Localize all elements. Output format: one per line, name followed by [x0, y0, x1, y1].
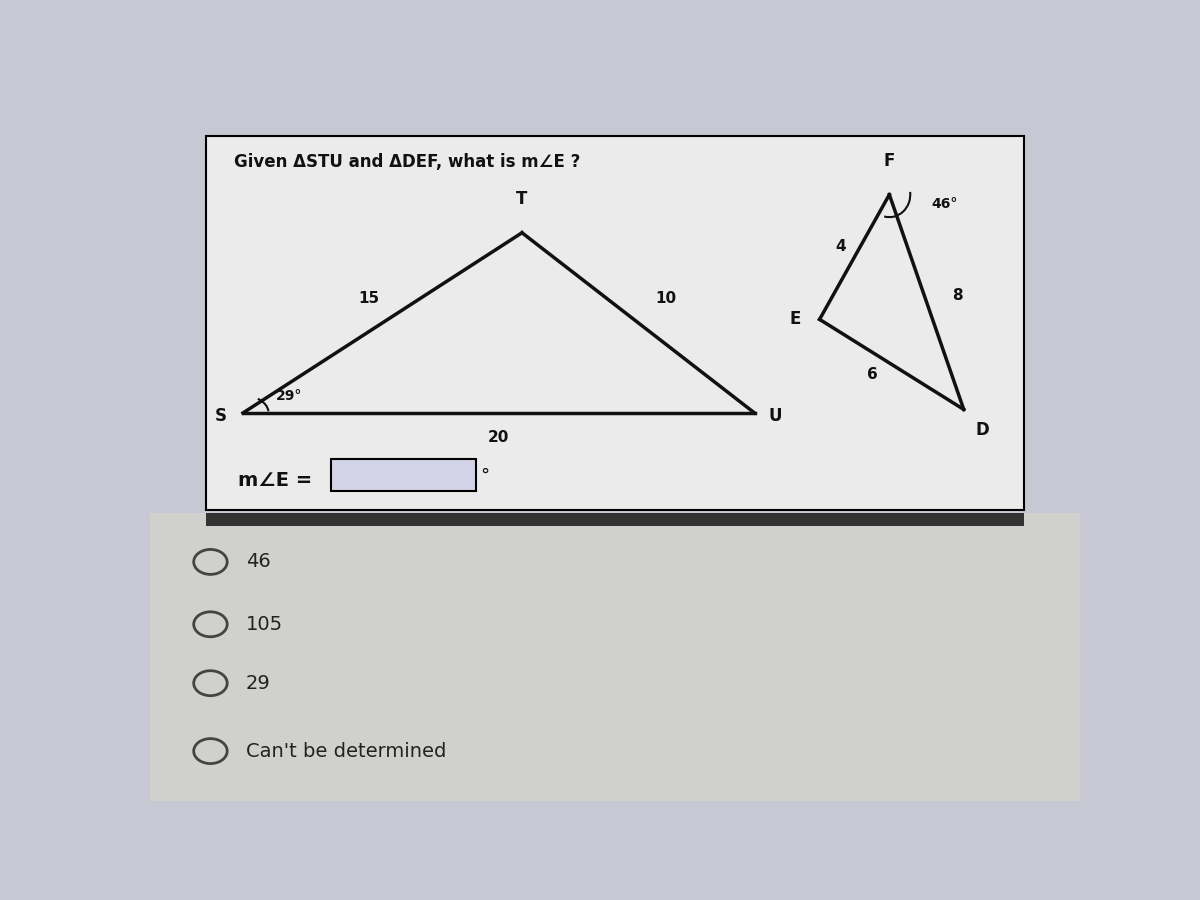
Text: S: S — [215, 408, 227, 426]
Text: m∠E =: m∠E = — [239, 471, 313, 490]
Text: 6: 6 — [866, 367, 877, 382]
Text: T: T — [516, 191, 528, 209]
Text: D: D — [976, 421, 990, 439]
Text: 10: 10 — [655, 291, 677, 306]
Bar — [331, 459, 475, 490]
Text: °: ° — [480, 466, 490, 484]
Text: 20: 20 — [488, 429, 510, 445]
Text: 29°: 29° — [276, 389, 302, 402]
Text: 29: 29 — [246, 674, 270, 693]
Text: F: F — [883, 152, 895, 170]
Text: 46°: 46° — [931, 196, 958, 211]
Bar — [206, 513, 1024, 526]
Text: 105: 105 — [246, 615, 283, 634]
Text: U: U — [768, 408, 782, 426]
Bar — [206, 136, 1024, 510]
Text: 15: 15 — [358, 291, 379, 306]
Text: 8: 8 — [952, 288, 962, 302]
Text: 46: 46 — [246, 553, 270, 572]
Text: Can't be determined: Can't be determined — [246, 742, 446, 760]
Text: 4: 4 — [835, 239, 846, 254]
Bar — [150, 513, 1080, 801]
Text: Given ΔSTU and ΔDEF, what is m∠E ?: Given ΔSTU and ΔDEF, what is m∠E ? — [234, 153, 580, 171]
Text: E: E — [790, 310, 802, 328]
Bar — [150, 108, 1080, 513]
